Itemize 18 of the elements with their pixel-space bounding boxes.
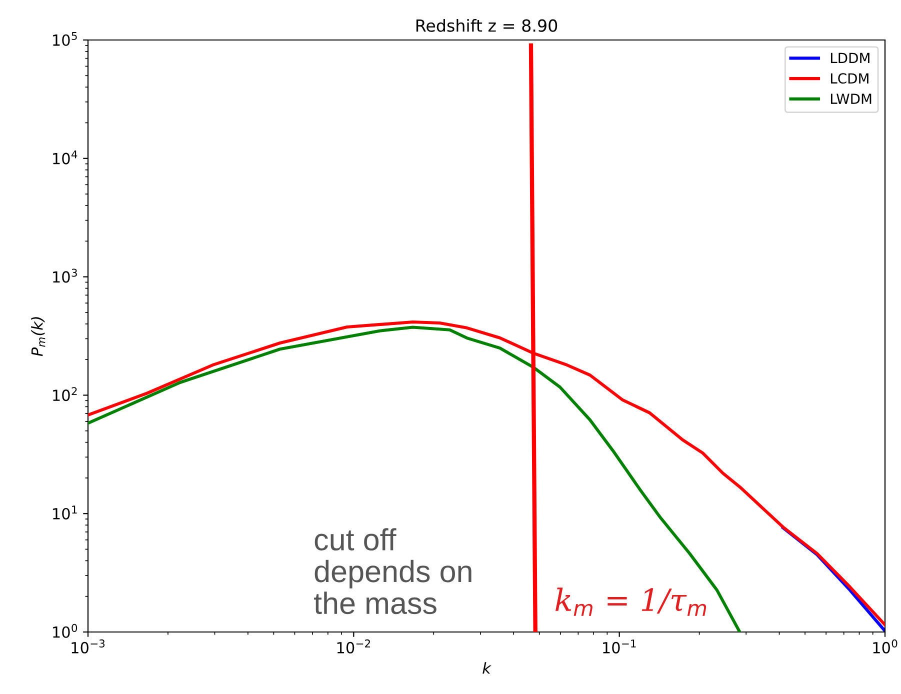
x-tick-label: 10$^{−2}$ bbox=[337, 639, 370, 654]
y-axis-title: P$_{m}$(k) bbox=[31, 317, 46, 356]
x-tick-label: 10$^{0}$ bbox=[873, 639, 898, 654]
y-tick-label: 10$^{0}$ bbox=[53, 624, 78, 638]
legend-label: LDDM bbox=[830, 52, 870, 64]
legend-label: LWDM bbox=[830, 94, 872, 104]
y-tick-label: 10$^{3}$ bbox=[53, 268, 77, 283]
annotation: k$_{m}$ = 1/τ$_{m}$ bbox=[556, 588, 706, 616]
chart-title: Redshift z = 8.90 bbox=[416, 19, 558, 32]
y-tick-label: 10$^{1}$ bbox=[53, 506, 77, 520]
y-tick-label: 10$^{4}$ bbox=[53, 150, 78, 164]
y-tick-label: 10$^{2}$ bbox=[53, 387, 77, 402]
annotation: cut off depends on the mass bbox=[314, 528, 472, 614]
x-axis-title: k bbox=[482, 662, 492, 674]
legend-label: LCDM bbox=[830, 73, 868, 84]
x-tick-label: 10$^{−3}$ bbox=[72, 639, 105, 654]
x-tick-label: 10$^{−1}$ bbox=[603, 640, 636, 654]
y-tick-label: 10$^{5}$ bbox=[53, 32, 77, 46]
